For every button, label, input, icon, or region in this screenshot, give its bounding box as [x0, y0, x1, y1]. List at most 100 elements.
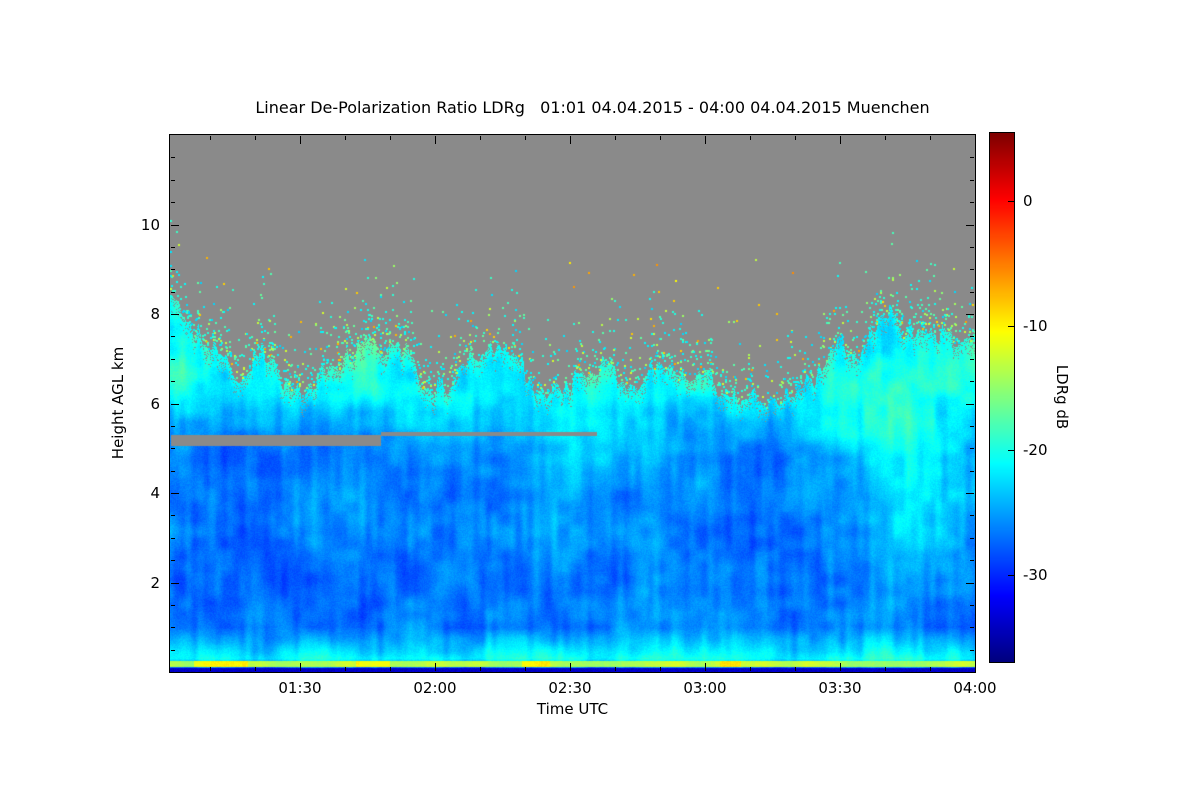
y-tick-label: 2	[150, 574, 160, 592]
y-minor-tick-mark	[171, 650, 175, 651]
x-minor-tick-mark	[210, 136, 211, 140]
y-minor-tick-mark	[970, 560, 974, 561]
x-minor-tick-mark	[660, 667, 661, 671]
y-minor-tick-mark	[171, 247, 175, 248]
colorbar-tick-mark	[1008, 326, 1014, 327]
x-tick-mark	[975, 663, 976, 671]
colorbar-tick-mark	[1008, 450, 1014, 451]
x-tick-mark	[435, 136, 436, 144]
y-minor-tick-mark	[171, 471, 175, 472]
y-tick-mark	[171, 314, 179, 315]
x-minor-tick-mark	[615, 667, 616, 671]
x-minor-tick-mark	[885, 136, 886, 140]
plot-frame	[169, 134, 976, 673]
y-minor-tick-mark	[171, 292, 175, 293]
x-minor-tick-mark	[255, 136, 256, 140]
x-tick-label: 03:00	[683, 679, 727, 697]
x-tick-mark	[300, 663, 301, 671]
y-minor-tick-mark	[970, 292, 974, 293]
x-tick-mark	[570, 136, 571, 144]
colorbar-tick-label: -30	[1023, 566, 1048, 584]
y-minor-tick-mark	[171, 157, 175, 158]
y-minor-tick-mark	[171, 538, 175, 539]
y-minor-tick-mark	[970, 426, 974, 427]
colorbar-frame	[989, 132, 1015, 663]
y-minor-tick-mark	[171, 381, 175, 382]
x-tick-mark	[840, 663, 841, 671]
y-minor-tick-mark	[970, 202, 974, 203]
x-minor-tick-mark	[345, 667, 346, 671]
x-minor-tick-mark	[345, 136, 346, 140]
colorbar-tick-mark	[1008, 575, 1014, 576]
y-minor-tick-mark	[970, 180, 974, 181]
y-minor-tick-mark	[171, 627, 175, 628]
y-tick-label: 8	[150, 305, 160, 323]
x-tick-mark	[570, 663, 571, 671]
x-minor-tick-mark	[615, 136, 616, 140]
x-minor-tick-mark	[795, 667, 796, 671]
x-minor-tick-mark	[390, 667, 391, 671]
y-minor-tick-mark	[970, 247, 974, 248]
y-minor-tick-mark	[171, 202, 175, 203]
y-minor-tick-mark	[970, 381, 974, 382]
y-tick-mark	[171, 404, 179, 405]
y-minor-tick-mark	[171, 426, 175, 427]
x-minor-tick-mark	[930, 667, 931, 671]
y-minor-tick-mark	[171, 515, 175, 516]
y-minor-tick-mark	[970, 515, 974, 516]
y-tick-label: 10	[140, 216, 160, 234]
x-tick-mark	[975, 136, 976, 144]
x-tick-mark	[435, 663, 436, 671]
y-tick-mark	[171, 493, 179, 494]
x-minor-tick-mark	[390, 136, 391, 140]
y-minor-tick-mark	[970, 605, 974, 606]
x-minor-tick-mark	[525, 667, 526, 671]
x-tick-mark	[705, 136, 706, 144]
y-tick-label: 6	[150, 395, 160, 413]
y-minor-tick-mark	[171, 605, 175, 606]
heatmap-canvas	[170, 135, 975, 672]
x-minor-tick-mark	[885, 667, 886, 671]
x-minor-tick-mark	[660, 136, 661, 140]
y-tick-mark	[966, 493, 974, 494]
y-minor-tick-mark	[171, 336, 175, 337]
colorbar-label: LDRg dB	[1053, 364, 1071, 430]
x-tick-label: 03:30	[818, 679, 862, 697]
x-tick-mark	[300, 136, 301, 144]
y-tick-mark	[966, 583, 974, 584]
y-tick-mark	[966, 404, 974, 405]
colorbar-tick-mark	[1008, 201, 1014, 202]
x-minor-tick-mark	[795, 136, 796, 140]
y-minor-tick-mark	[171, 448, 175, 449]
y-minor-tick-mark	[970, 336, 974, 337]
x-tick-label: 02:30	[548, 679, 592, 697]
y-minor-tick-mark	[171, 269, 175, 270]
x-axis-label: Time UTC	[536, 700, 609, 718]
y-minor-tick-mark	[970, 269, 974, 270]
y-tick-mark	[966, 225, 974, 226]
y-minor-tick-mark	[970, 359, 974, 360]
x-tick-label: 04:00	[953, 679, 997, 697]
x-tick-mark	[840, 136, 841, 144]
colorbar-tick-label: 0	[1023, 192, 1033, 210]
y-tick-mark	[171, 225, 179, 226]
y-minor-tick-mark	[970, 627, 974, 628]
y-minor-tick-mark	[970, 538, 974, 539]
y-minor-tick-mark	[171, 359, 175, 360]
colorbar-tick-label: -10	[1023, 317, 1048, 335]
y-tick-mark	[966, 314, 974, 315]
colorbar-canvas	[990, 133, 1014, 662]
chart-title: Linear De-Polarization Ratio LDRg 01:01 …	[255, 98, 930, 117]
x-minor-tick-mark	[480, 136, 481, 140]
x-tick-mark	[705, 663, 706, 671]
x-tick-label: 02:00	[413, 679, 457, 697]
y-tick-label: 4	[150, 484, 160, 502]
y-minor-tick-mark	[970, 448, 974, 449]
x-minor-tick-mark	[750, 136, 751, 140]
y-tick-mark	[171, 583, 179, 584]
y-minor-tick-mark	[970, 650, 974, 651]
colorbar-tick-label: -20	[1023, 441, 1048, 459]
y-minor-tick-mark	[970, 471, 974, 472]
x-minor-tick-mark	[930, 136, 931, 140]
